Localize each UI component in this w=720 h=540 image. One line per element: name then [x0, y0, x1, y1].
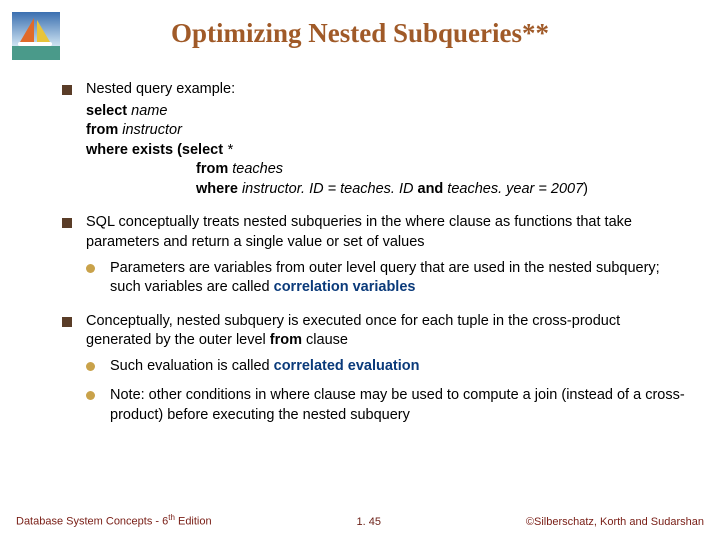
kw-from-inline: from: [270, 332, 302, 348]
kw-from: from: [86, 122, 118, 138]
code-block: select name from instructor where exists…: [86, 102, 688, 200]
code-star: *: [223, 142, 233, 158]
bullet-text-pre: Conceptually, nested subquery is execute…: [86, 313, 620, 349]
footer-left-sup: th: [168, 513, 175, 522]
bullet-conceptually: Conceptually, nested subquery is execute…: [62, 312, 688, 426]
code-name: name: [127, 103, 167, 119]
bullet-text-post: clause: [302, 332, 348, 348]
code-cond2: teaches. year = 2007: [443, 181, 583, 197]
sub-text: Note: other conditions in where clause m…: [110, 387, 685, 423]
code-cond1: instructor. ID = teaches. ID: [238, 181, 418, 197]
bullet-nested-example: Nested query example: select name from i…: [62, 80, 688, 199]
kw-select: select: [86, 103, 127, 119]
sub-text: Such evaluation is called: [110, 358, 274, 374]
footer-left: Database System Concepts - 6th Edition: [16, 513, 212, 528]
bullet-sql-conceptual: SQL conceptually treats nested subquerie…: [62, 213, 688, 297]
kw-correlated-evaluation: correlated evaluation: [274, 358, 420, 374]
content-area: Nested query example: select name from i…: [62, 80, 688, 439]
code-instructor: instructor: [118, 122, 182, 138]
footer-left-b: Edition: [175, 516, 212, 528]
footer-right: ©Silberschatz, Korth and Sudarshan: [526, 516, 704, 528]
footer-left-a: Database System Concepts - 6: [16, 516, 168, 528]
subbullet-note: Note: other conditions in where clause m…: [86, 386, 688, 425]
kw-correlation-variables: correlation variables: [274, 279, 416, 295]
slide: Optimizing Nested Subqueries** Nested qu…: [0, 0, 720, 540]
kw-where-exists: where exists (select: [86, 142, 223, 158]
code-paren: ): [583, 181, 588, 197]
code-teaches: teaches: [228, 161, 283, 177]
footer-center: 1. 45: [357, 516, 381, 528]
bullet-text: SQL conceptually treats nested subquerie…: [86, 214, 632, 250]
bullet-text: Nested query example:: [86, 81, 235, 97]
kw-from2: from: [196, 161, 228, 177]
slide-title: Optimizing Nested Subqueries**: [0, 18, 720, 49]
subbullet-correlation-vars: Parameters are variables from outer leve…: [86, 259, 688, 298]
kw-and: and: [418, 181, 444, 197]
kw-where2: where: [196, 181, 238, 197]
footer: Database System Concepts - 6th Edition 1…: [16, 513, 704, 528]
subbullet-correlated-eval: Such evaluation is called correlated eva…: [86, 357, 688, 377]
